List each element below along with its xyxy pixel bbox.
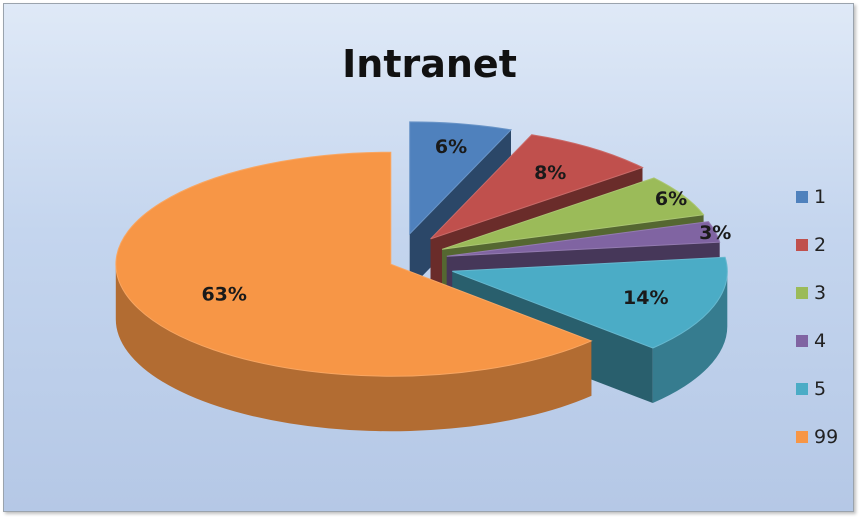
legend-swatch-3 (796, 287, 808, 299)
legend-swatch-4 (796, 335, 808, 347)
pie-slice-5 (452, 256, 728, 349)
legend: 1 2 3 4 5 99 (796, 173, 856, 461)
pie-slice-99 (115, 151, 593, 377)
legend-swatch-2 (796, 239, 808, 251)
legend-item-4: 4 (796, 317, 856, 365)
legend-item-3: 3 (796, 269, 856, 317)
legend-label-4: 4 (814, 330, 827, 352)
legend-label-99: 99 (814, 426, 839, 448)
legend-item-5: 5 (796, 365, 856, 413)
data-label-2: 8% (534, 162, 566, 184)
pie-slice-3 (441, 177, 705, 250)
legend-label-3: 3 (814, 282, 827, 304)
legend-label-5: 5 (814, 378, 827, 400)
data-label-99: 63% (201, 284, 246, 306)
data-label-1: 6% (435, 136, 467, 158)
data-label-3: 6% (655, 188, 687, 210)
legend-label-1: 1 (814, 186, 827, 208)
chart-title: Intranet (342, 42, 517, 86)
legend-swatch-5 (796, 383, 808, 395)
legend-item-1: 1 (796, 173, 856, 221)
legend-swatch-99 (796, 431, 808, 443)
pie-slice-4 (446, 221, 721, 257)
pie-slice-wall-5 (652, 271, 728, 403)
legend-item-2: 2 (796, 221, 856, 269)
pie-slice-2 (430, 134, 644, 240)
pie-slice-wall-99 (115, 264, 592, 432)
legend-item-99: 99 (796, 413, 856, 461)
legend-label-2: 2 (814, 234, 827, 256)
pie-slice-1 (409, 121, 513, 236)
data-label-5: 14% (623, 287, 668, 309)
data-label-4: 3% (699, 222, 731, 244)
legend-swatch-1 (796, 191, 808, 203)
